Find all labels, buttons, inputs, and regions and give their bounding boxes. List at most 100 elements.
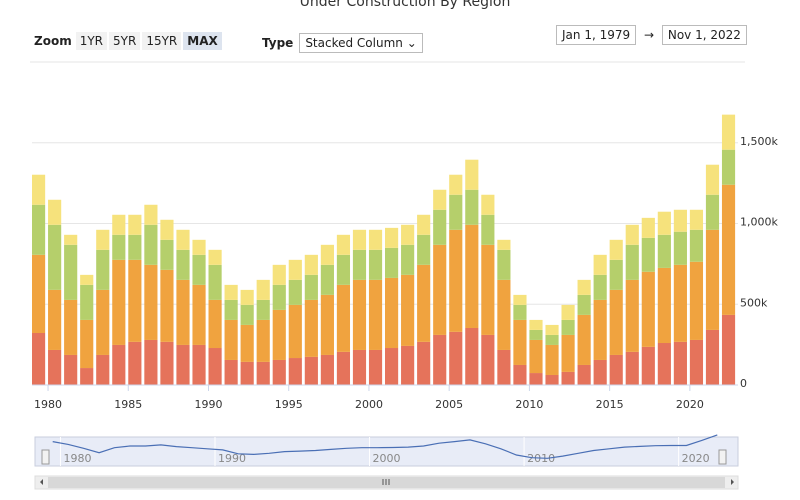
x-tick-label: 2010: [515, 398, 543, 411]
bar-segment: [481, 334, 495, 385]
bar-segment: [320, 294, 334, 355]
x-tick-label: 1980: [34, 398, 62, 411]
bar-segment: [721, 114, 736, 150]
bar-segment: [240, 304, 254, 325]
bar-segment: [385, 227, 399, 248]
bar-segment: [64, 299, 78, 355]
bar-segment: [32, 254, 46, 333]
bar-segment: [689, 261, 704, 340]
bar-segment: [609, 239, 623, 260]
bar-segment: [497, 279, 511, 350]
bar-segment: [385, 247, 399, 278]
bar-segment: [176, 344, 190, 385]
bar-segment: [465, 224, 479, 328]
bar-segment: [609, 259, 623, 290]
bar-segment: [80, 274, 94, 285]
bar-segment: [529, 319, 543, 330]
zoom-button[interactable]: 1YR: [75, 32, 108, 50]
bar-segment: [336, 351, 351, 385]
bar-segment: [256, 279, 270, 300]
navigator-tick-label: 1990: [218, 452, 246, 465]
bar-segment: [304, 274, 318, 300]
bar-segment: [368, 349, 383, 385]
x-tick-label: 2015: [596, 398, 624, 411]
bar-segment: [112, 214, 126, 235]
navigator: [34, 436, 739, 467]
bar-segment: [48, 224, 62, 290]
bar-segment: [352, 279, 367, 350]
bar-segment: [208, 348, 222, 385]
bar-segment: [657, 211, 671, 235]
bar-segment: [545, 334, 559, 345]
bar-segment: [176, 279, 190, 345]
bar-segment: [561, 371, 575, 385]
bar-segment: [481, 214, 495, 245]
navigator-handle[interactable]: [41, 449, 50, 465]
bar-segment: [160, 269, 174, 342]
bar-segment: [96, 354, 110, 385]
bar-segment: [224, 319, 238, 360]
bar-segment: [32, 204, 46, 255]
y-tick-label: 1,000k: [740, 216, 778, 229]
navigator-tick-label: 2020: [682, 452, 710, 465]
bar-segment: [48, 289, 62, 350]
navigator-handle[interactable]: [718, 449, 727, 465]
bar-segment: [224, 299, 238, 320]
bar-segment: [657, 234, 671, 268]
bar-segment: [112, 234, 126, 260]
bar-segment: [96, 289, 110, 355]
x-tick-label: 1995: [275, 398, 303, 411]
zoom-button[interactable]: 15YR: [142, 32, 182, 50]
bar-segment: [80, 319, 94, 369]
bar-segment: [401, 224, 415, 245]
bar-segment: [320, 264, 334, 295]
bar-segment: [352, 349, 367, 385]
bar-segment: [144, 264, 158, 340]
bar-segment: [449, 229, 463, 332]
bar-segment: [433, 209, 447, 245]
navigator-line: [52, 434, 718, 459]
zoom-buttons: 1YR 5YR 15YR MAX: [75, 32, 224, 50]
navigator-tick-label: 2000: [373, 452, 401, 465]
bar-segment: [128, 341, 142, 385]
bar-segment: [673, 209, 687, 232]
bar-segment: [721, 149, 736, 185]
bar-segment: [368, 279, 383, 350]
type-select[interactable]: Stacked Column ⌄: [299, 33, 423, 53]
bar-segment: [641, 217, 655, 238]
bar-segment: [449, 194, 463, 230]
scrollbar-grip: [382, 479, 390, 485]
bar-segment: [497, 249, 511, 280]
date-to[interactable]: Nov 1, 2022: [661, 25, 747, 45]
bar-segment: [144, 224, 158, 265]
bar-segment: [529, 329, 543, 340]
bar-segment: [160, 239, 174, 270]
bar-segment: [64, 234, 78, 245]
bar-segment: [385, 277, 399, 349]
bar-segment: [272, 284, 286, 310]
bar-segment: [513, 319, 527, 365]
x-tick-label: 1985: [114, 398, 142, 411]
bar-segment: [32, 174, 46, 205]
bar-segment: [465, 327, 479, 385]
zoom-button[interactable]: MAX: [183, 32, 222, 50]
bar-segment: [48, 349, 62, 385]
bar-segment: [529, 339, 543, 374]
bar-segment: [240, 361, 254, 385]
bar-segment: [513, 294, 527, 305]
bar-segment: [336, 234, 351, 255]
zoom-button[interactable]: 5YR: [109, 32, 141, 50]
date-from[interactable]: Jan 1, 1979: [556, 25, 637, 45]
bar-segment: [144, 204, 158, 225]
bar-segment: [336, 254, 351, 285]
zoom-group: Zoom 1YR 5YR 15YR MAX: [34, 32, 224, 50]
bar-segment: [417, 264, 431, 342]
bar-segment: [208, 264, 222, 300]
bar-segment: [641, 271, 655, 347]
bar-segment: [465, 189, 479, 225]
bar-segment: [288, 358, 302, 385]
bar-segment: [481, 244, 495, 335]
bar-segment: [465, 159, 479, 190]
